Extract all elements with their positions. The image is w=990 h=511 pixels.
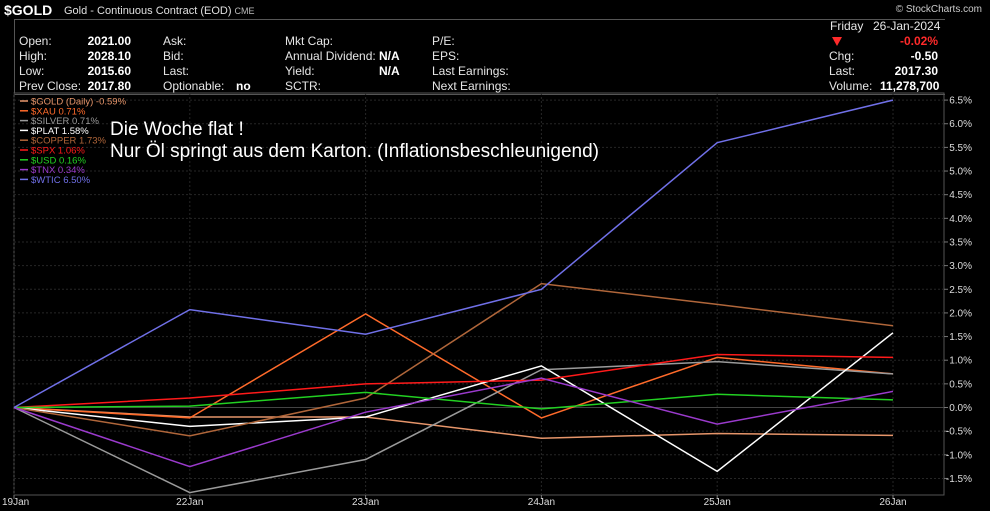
quote-panel: [14, 19, 945, 95]
series-line: [13, 377, 894, 468]
bid-label: Bid:: [163, 49, 184, 63]
open-value: 2021.00: [87, 34, 131, 48]
chart-header: $GOLD Gold - Continuous Contract (EOD) CM…: [0, 0, 990, 20]
x-tick-label: 23Jan: [352, 497, 379, 508]
y-tick-label: 1.0%: [949, 356, 972, 367]
lastearn-label: Last Earnings:: [432, 64, 509, 78]
symbol-label: $GOLD: [4, 2, 53, 18]
legend-entry: $SPX 1.06%: [31, 146, 85, 157]
y-tick-label: 6.5%: [949, 96, 972, 107]
high-label: High:: [19, 49, 48, 63]
series-line: [13, 406, 894, 439]
legend-entry: $PLAT 1.58%: [31, 126, 89, 137]
prevclose-label: Prev Close:: [19, 79, 82, 93]
y-tick-label: 5.0%: [949, 167, 972, 178]
yield-value: N/A: [379, 64, 400, 78]
series-line: [13, 391, 894, 410]
y-tick-label: -1.0%: [946, 450, 972, 461]
low-value: 2015.60: [87, 64, 131, 78]
series-line: [13, 282, 894, 437]
chg-label: Chg:: [829, 49, 855, 63]
series-line: [13, 353, 894, 409]
series-line: [13, 313, 894, 419]
y-tick-label: -0.5%: [946, 427, 972, 438]
y-tick-label: 3.5%: [949, 237, 972, 248]
x-tick-label: 19Jan: [2, 497, 29, 508]
x-tick-label: 25Jan: [704, 497, 731, 508]
exchange-label: CME: [234, 6, 255, 16]
chg-value: -0.50: [910, 49, 938, 63]
series-line: [13, 360, 894, 494]
volume-label: Volume:: [829, 79, 873, 93]
annotation-line-2: Nur Öl springt aus dem Karton. (Inflatio…: [110, 141, 599, 162]
y-tick-label: 2.5%: [949, 285, 972, 296]
annotation-line-1: Die Woche flat !: [110, 119, 244, 140]
y-tick-label: -1.5%: [946, 474, 972, 485]
legend-entry: $USD 0.16%: [31, 155, 86, 166]
anndiv-label: Annual Dividend:: [285, 49, 376, 63]
legend-entry: $XAU 0.71%: [31, 106, 86, 117]
nextearn-label: Next Earnings:: [432, 79, 511, 93]
legend-entry: $GOLD (Daily) -0.59%: [31, 97, 127, 108]
chart-title: Gold - Continuous Contract (EOD) CME: [64, 5, 255, 17]
y-tick-label: 3.0%: [949, 261, 972, 272]
sctr-label: SCTR:: [285, 79, 321, 93]
y-tick-label: 4.0%: [949, 214, 972, 225]
date-label: 26-Jan-2024: [873, 19, 941, 33]
x-tick-label: 24Jan: [528, 497, 555, 508]
last2-value: 2017.30: [894, 64, 938, 78]
change-percent: -0.02%: [899, 34, 938, 48]
optionable-value: no: [236, 79, 251, 93]
last-label: Last:: [163, 64, 190, 78]
down-arrow-icon: [832, 37, 842, 46]
anndiv-value: N/A: [379, 49, 400, 63]
last2-label: Last:: [829, 64, 856, 78]
brand-watermark: © StockCharts.com: [895, 4, 982, 15]
mktcap-label: Mkt Cap:: [285, 34, 334, 48]
legend-entry: $WTIC 6.50%: [31, 175, 91, 186]
legend-entry: $COPPER 1.73%: [31, 136, 107, 147]
pe-label: P/E:: [432, 34, 455, 48]
eps-label: EPS:: [432, 49, 460, 63]
x-tick-label: 22Jan: [176, 497, 203, 508]
day-label: Friday: [830, 19, 864, 33]
y-tick-label: 1.5%: [949, 332, 972, 343]
contract-title: Gold - Continuous Contract (EOD): [64, 5, 232, 17]
annotation: Die Woche flat ! Nur Öl springt aus dem …: [110, 119, 599, 162]
y-tick-label: 0.0%: [949, 403, 972, 414]
y-tick-label: 5.5%: [949, 143, 972, 154]
yield-label: Yield:: [285, 64, 315, 78]
legend-entry: $SILVER 0.71%: [31, 116, 100, 127]
optionable-label: Optionable:: [163, 79, 225, 93]
prevclose-value: 2017.80: [87, 79, 131, 93]
series-line: [13, 332, 894, 473]
low-label: Low:: [19, 64, 45, 78]
y-tick-label: 2.0%: [949, 308, 972, 319]
high-value: 2028.10: [87, 49, 131, 63]
x-tick-label: 26Jan: [879, 497, 906, 508]
y-tick-label: 6.0%: [949, 119, 972, 130]
ask-label: Ask:: [163, 34, 187, 48]
legend-entry: $TNX 0.34%: [31, 165, 85, 176]
series-line: [13, 99, 894, 409]
y-tick-label: 0.5%: [949, 379, 972, 390]
y-tick-label: 4.5%: [949, 190, 972, 201]
open-label: Open:: [19, 34, 52, 48]
volume-value: 11,278,700: [880, 79, 940, 93]
